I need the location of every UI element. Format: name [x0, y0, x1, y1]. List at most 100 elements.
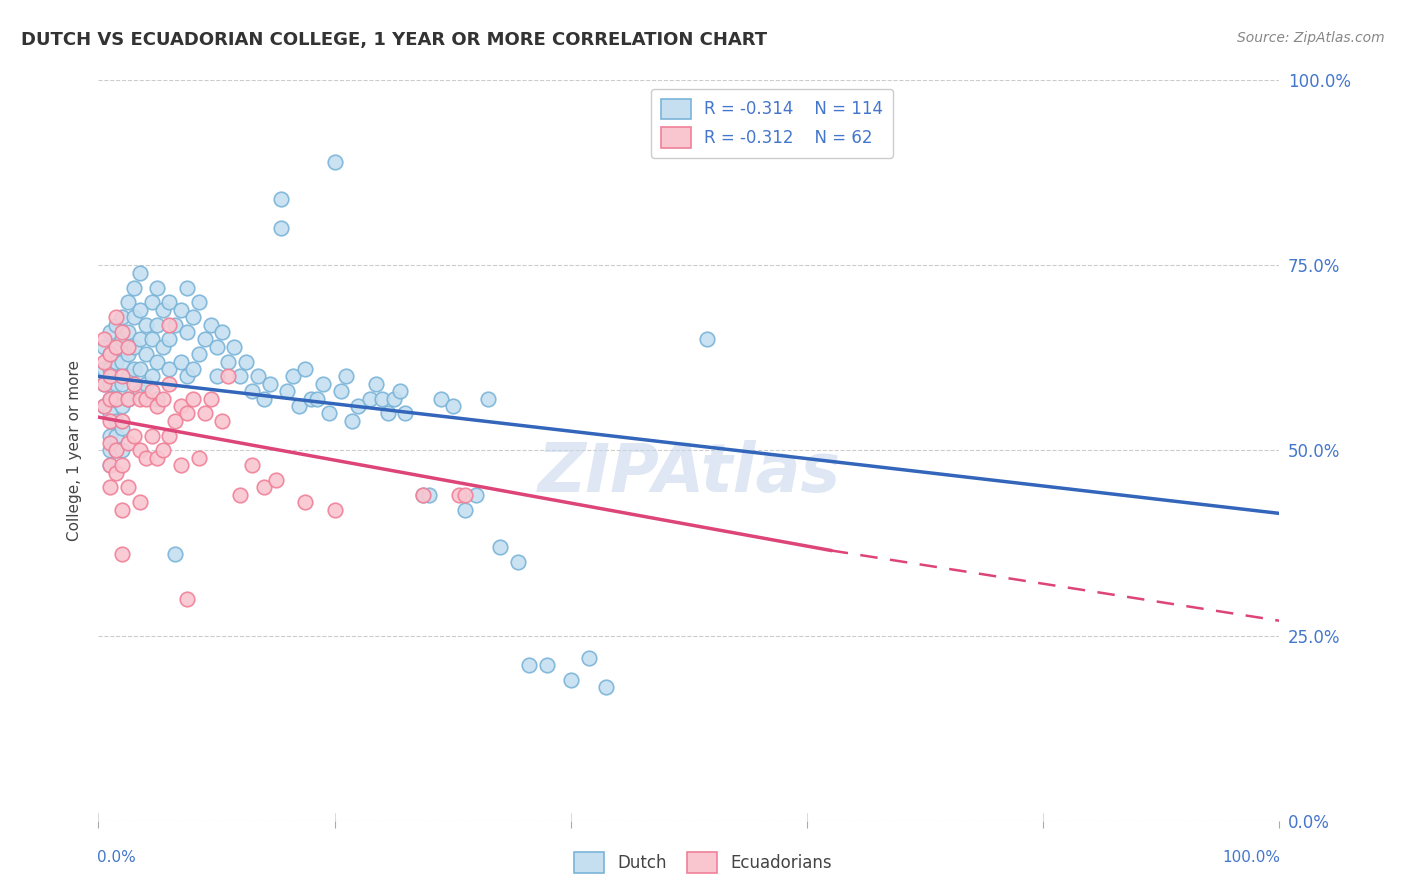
Point: [117, 347, 139, 361]
Point: [146, 392, 169, 406]
Point: [93, 354, 115, 368]
Point: [412, 488, 434, 502]
Point: [305, 392, 328, 406]
Point: [318, 407, 340, 421]
Point: [176, 591, 198, 606]
Point: [211, 325, 233, 339]
Point: [453, 488, 475, 502]
Point: [111, 325, 134, 339]
Point: [98, 347, 121, 361]
Point: [312, 376, 335, 391]
Point: [187, 295, 209, 310]
Point: [157, 295, 180, 310]
Point: [122, 310, 145, 325]
Point: [98, 414, 121, 428]
Text: DUTCH VS ECUADORIAN COLLEGE, 1 YEAR OR MORE CORRELATION CHART: DUTCH VS ECUADORIAN COLLEGE, 1 YEAR OR M…: [21, 31, 768, 49]
Point: [165, 547, 187, 561]
Point: [128, 384, 150, 399]
Point: [117, 436, 139, 450]
Point: [342, 414, 364, 428]
Point: [194, 333, 217, 347]
Point: [122, 280, 145, 294]
Point: [105, 376, 128, 391]
Point: [98, 392, 121, 406]
Point: [489, 540, 512, 554]
Point: [117, 369, 139, 384]
Point: [176, 280, 198, 294]
Point: [253, 392, 276, 406]
Point: [205, 369, 228, 384]
Point: [240, 458, 263, 473]
Point: [98, 458, 121, 473]
Point: [111, 421, 134, 435]
Point: [371, 392, 394, 406]
Point: [98, 369, 121, 384]
Point: [98, 458, 121, 473]
Point: [412, 488, 434, 502]
Point: [283, 369, 305, 384]
Point: [111, 354, 134, 368]
Point: [176, 369, 198, 384]
Point: [229, 369, 252, 384]
Text: Source: ZipAtlas.com: Source: ZipAtlas.com: [1237, 31, 1385, 45]
Point: [165, 318, 187, 332]
Point: [152, 340, 174, 354]
Point: [157, 428, 180, 442]
Point: [157, 362, 180, 376]
Point: [122, 376, 145, 391]
Point: [696, 333, 718, 347]
Point: [135, 347, 157, 361]
Point: [98, 376, 121, 391]
Point: [288, 399, 311, 413]
Point: [394, 407, 416, 421]
Point: [217, 369, 239, 384]
Point: [181, 310, 204, 325]
Point: [141, 369, 163, 384]
Point: [98, 443, 121, 458]
Point: [135, 392, 157, 406]
Point: [111, 399, 134, 413]
Point: [93, 399, 115, 413]
Point: [141, 384, 163, 399]
Point: [157, 333, 180, 347]
Point: [98, 325, 121, 339]
Point: [152, 443, 174, 458]
Point: [111, 443, 134, 458]
Point: [146, 354, 169, 368]
Point: [111, 502, 134, 516]
Point: [165, 414, 187, 428]
Point: [146, 280, 169, 294]
Point: [146, 450, 169, 465]
Point: [447, 488, 470, 502]
Point: [157, 376, 180, 391]
Point: [194, 407, 217, 421]
Y-axis label: College, 1 year or more: College, 1 year or more: [67, 360, 83, 541]
Point: [146, 318, 169, 332]
Point: [122, 428, 145, 442]
Point: [111, 458, 134, 473]
Point: [105, 340, 128, 354]
Point: [117, 340, 139, 354]
Point: [98, 407, 121, 421]
Point: [111, 310, 134, 325]
Point: [205, 340, 228, 354]
Point: [128, 392, 150, 406]
Point: [276, 384, 298, 399]
Point: [217, 354, 239, 368]
Point: [200, 318, 222, 332]
Point: [329, 384, 352, 399]
Point: [377, 407, 399, 421]
Point: [117, 325, 139, 339]
Point: [176, 325, 198, 339]
Point: [111, 376, 134, 391]
Point: [98, 481, 121, 495]
Point: [170, 399, 193, 413]
Point: [181, 392, 204, 406]
Point: [98, 347, 121, 361]
Point: [141, 295, 163, 310]
Point: [229, 488, 252, 502]
Point: [105, 466, 128, 480]
Point: [364, 376, 387, 391]
Point: [323, 154, 346, 169]
Point: [323, 502, 346, 516]
